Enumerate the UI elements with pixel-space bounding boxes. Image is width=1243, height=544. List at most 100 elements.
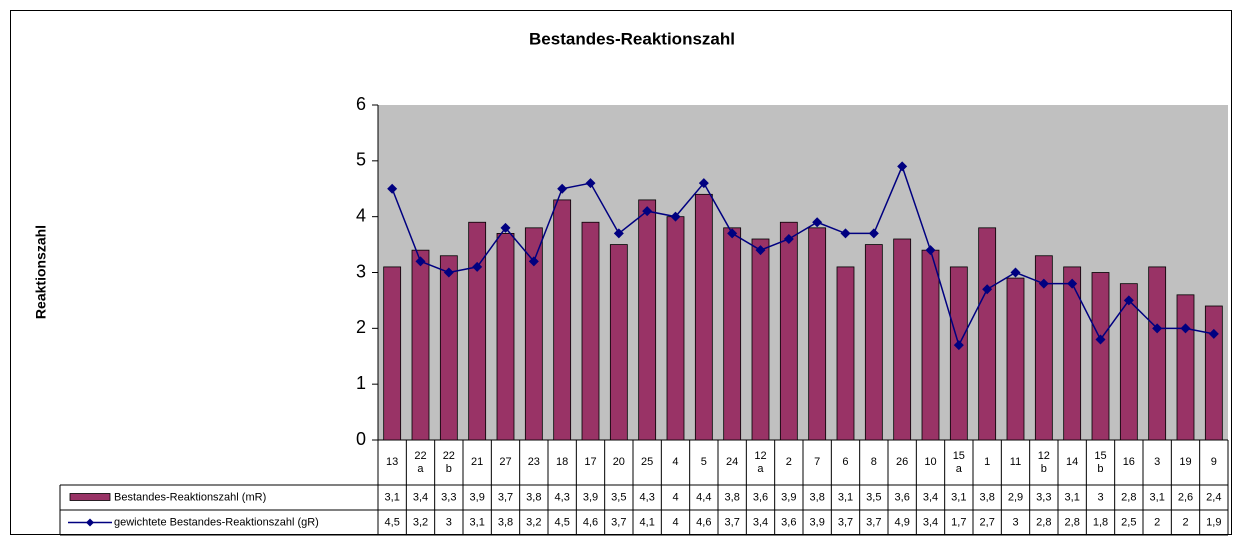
table-value: 3,2 <box>413 516 428 528</box>
marker <box>1010 267 1021 278</box>
marker <box>387 183 398 194</box>
table-value: 3,4 <box>923 516 938 528</box>
marker <box>557 183 568 194</box>
category-cell: 2 <box>785 456 792 468</box>
x-tick-label: 17 <box>584 456 597 468</box>
table-value: 3,6 <box>753 491 768 503</box>
y-axis-label: Reaktionszahl <box>33 225 49 319</box>
table-value: 3 <box>1012 516 1018 528</box>
x-tick-label: 24 <box>726 456 739 468</box>
table-value: 3,8 <box>725 491 740 503</box>
category-cell: 14 <box>1066 456 1079 468</box>
category-cell: 21 <box>471 456 484 468</box>
x-tick-label: 2 <box>785 456 792 468</box>
table-value: 2 <box>1182 516 1188 528</box>
x-tick-label: 21 <box>471 456 484 468</box>
table-value: 3,1 <box>1065 491 1080 503</box>
table-value: 3,7 <box>866 516 881 528</box>
bar <box>1119 283 1138 441</box>
y-tick-label: 4 <box>356 205 366 225</box>
category-cell: 19 <box>1179 456 1192 468</box>
y-tick-label: 5 <box>356 150 366 170</box>
x-tick-label: 27 <box>499 456 512 468</box>
y-tick-label: 0 <box>356 429 366 449</box>
legend-label: gewichtete Bestandes-Reaktionszahl (gR) <box>114 516 319 528</box>
bar <box>723 227 742 441</box>
table-value: 3,3 <box>1036 491 1051 503</box>
table-value: 3 <box>446 516 452 528</box>
category-cell: 7 <box>814 456 821 468</box>
x-tick-label: 25 <box>641 456 654 468</box>
table-value: 4,3 <box>640 491 655 503</box>
table-value: 3,1 <box>470 516 485 528</box>
bar <box>1176 294 1195 441</box>
marker <box>925 245 936 256</box>
table-value: 3,4 <box>753 516 768 528</box>
table-value: 2,8 <box>1121 491 1136 503</box>
marker <box>1152 323 1163 334</box>
x-tick-label: 7 <box>814 456 821 468</box>
table-value: 4 <box>672 516 678 528</box>
x-tick-label: 11 <box>1009 456 1022 468</box>
table-value: 3,1 <box>1150 491 1165 503</box>
bar <box>1091 272 1110 441</box>
category-cell: 22 a <box>414 450 426 475</box>
table-value: 2,5 <box>1121 516 1136 528</box>
table-value: 3,6 <box>895 491 910 503</box>
table-value: 4,9 <box>895 516 910 528</box>
x-tick-label: 19 <box>1179 456 1192 468</box>
table-value: 1,8 <box>1093 516 1108 528</box>
legend-swatch <box>69 493 111 501</box>
x-tick-label: 16 <box>1122 456 1135 468</box>
x-tick-label: 15 a <box>952 449 965 475</box>
table-value: 4,4 <box>696 491 711 503</box>
bar <box>1063 266 1082 441</box>
marker <box>840 228 851 239</box>
table-value: 2,8 <box>1036 516 1051 528</box>
bar <box>1006 277 1025 441</box>
table-value: 2,4 <box>1206 491 1221 503</box>
marker <box>953 340 964 351</box>
table-value: 4,6 <box>696 516 711 528</box>
x-tick-label: 22 b <box>442 449 455 475</box>
table-value: 4,5 <box>385 516 400 528</box>
bar <box>808 227 827 441</box>
category-cell: 25 <box>641 456 654 468</box>
table-value: 3,2 <box>526 516 541 528</box>
bar <box>893 238 912 441</box>
bar <box>779 221 798 441</box>
legend-marker <box>86 518 94 527</box>
table-value: 3,7 <box>498 491 513 503</box>
bar <box>1148 266 1167 441</box>
table-value: 3,9 <box>781 491 796 503</box>
category-cell: 3 <box>1154 456 1160 468</box>
y-tick-label: 6 <box>356 94 366 114</box>
bar <box>496 233 515 441</box>
bar <box>694 193 713 441</box>
category-cell: 5 <box>701 456 707 468</box>
table-value: 1,9 <box>1206 516 1221 528</box>
marker <box>443 267 454 278</box>
x-tick-label: 14 <box>1066 456 1079 468</box>
bar <box>751 238 770 441</box>
marker <box>472 261 483 272</box>
plot-area <box>378 105 1228 440</box>
table-value: 4,1 <box>640 516 655 528</box>
category-cell: 6 <box>842 456 849 468</box>
x-tick-label: 15 b <box>1094 449 1107 475</box>
category-cell: 23 <box>528 456 540 468</box>
category-cell: 1 <box>984 456 990 468</box>
marker <box>812 217 823 228</box>
x-tick-label: 8 <box>870 456 877 468</box>
table-value: 3,9 <box>470 491 485 503</box>
marker <box>1095 334 1106 345</box>
category-cell: 15 b <box>1094 449 1107 475</box>
x-tick-label: 4 <box>672 456 679 468</box>
x-tick-label: 6 <box>842 456 849 468</box>
bar <box>411 249 430 441</box>
table-value: 3,8 <box>980 491 995 503</box>
marker <box>897 161 908 172</box>
x-tick-label: 13 <box>386 456 399 468</box>
table-value: 1,7 <box>951 516 966 528</box>
x-tick-label: 12 a <box>754 449 767 475</box>
